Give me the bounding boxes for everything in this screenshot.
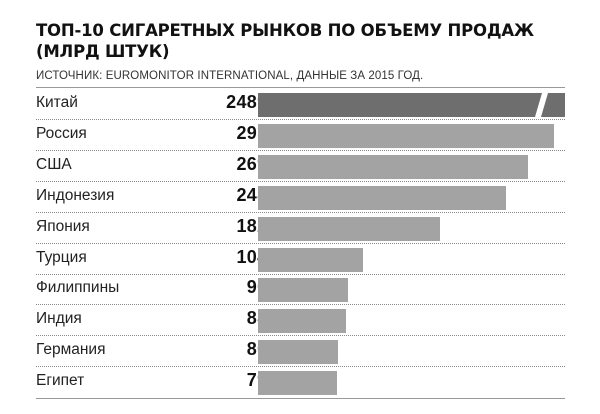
row-separator [36,366,565,368]
category-label: Турция [36,248,87,266]
bar-row: Филиппины90,3 [36,274,565,306]
category-label: Германия [36,341,106,359]
axis-break-mark [535,93,548,117]
top-rule [36,87,565,88]
category-label: Индонезия [36,186,115,204]
row-separator [36,149,565,151]
chart-title: ТОП-10 СИГАРЕТНЫХ РЫНКОВ ПО ОБЪЕМУ ПРОДА… [36,21,534,61]
category-label: Египет [36,372,85,390]
bar-row: Германия80,0 [36,336,565,368]
row-separator [36,242,565,244]
chart-source: ИСТОЧНИК: EUROMONITOR INTERNATIONAL, ДАН… [36,70,424,82]
row-separator [36,273,565,275]
category-label: Филиппины [36,279,120,297]
bar-row: Япония182,3 [36,213,565,244]
bar [258,309,346,334]
bar [258,247,363,272]
row-separator [36,180,565,182]
row-separator [36,211,565,213]
bar [258,340,338,365]
bar-row: Индия88,1 [36,305,565,337]
bottom-rule [36,398,565,399]
bar [258,123,554,148]
bar-row: США269,5 [36,151,565,182]
bar [258,371,337,396]
category-label: США [36,155,72,173]
row-separator [36,119,565,120]
bar [258,278,348,303]
row-separator [36,304,565,306]
bar [258,216,440,241]
bar [258,185,506,210]
bar-row: Индонезия248,4 [36,182,565,213]
category-label: Индия [36,310,82,328]
bar-row: Россия295,9 [36,120,565,151]
bar-row: Китай 2489,5 [36,89,565,120]
bar-row: Турция104,9 [36,244,565,275]
bar-row: Египет79,0 [36,367,565,398]
bar [258,154,528,179]
bar [258,93,565,117]
category-label: Китай [36,94,78,111]
row-separator [36,335,565,337]
category-label: Россия [36,124,87,142]
category-label: Япония [36,217,90,235]
